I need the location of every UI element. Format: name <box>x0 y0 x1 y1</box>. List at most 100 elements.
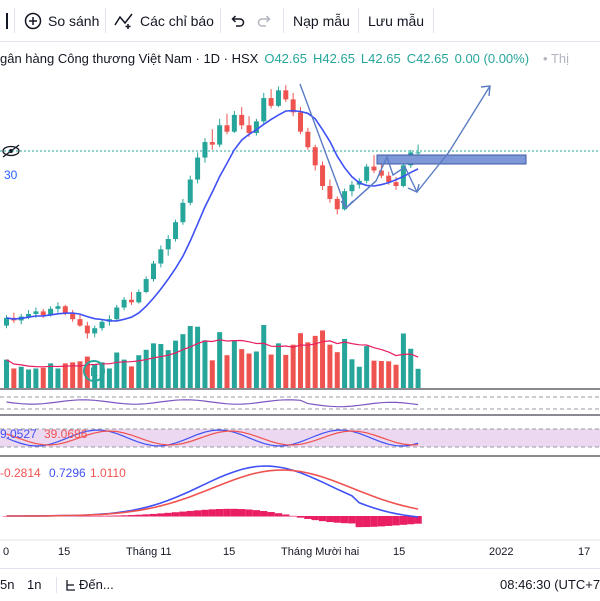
volume-bar <box>246 353 252 388</box>
candle-body <box>165 239 171 250</box>
volume-bar <box>26 369 32 388</box>
macd-hist-bar <box>193 510 202 517</box>
x-tick: 17 <box>578 546 590 558</box>
candle-body <box>4 317 9 326</box>
candle-body <box>415 152 421 154</box>
candle-body <box>312 147 318 166</box>
candle-body <box>239 114 245 126</box>
macd-hist-bar <box>340 516 349 524</box>
x-tick: Tháng Mười hai <box>281 546 359 558</box>
candle-body <box>187 179 193 203</box>
indicators-icon <box>114 13 133 29</box>
goto-date-button[interactable]: Đến... <box>66 577 114 592</box>
volume-bar <box>378 360 384 388</box>
macd-hist-bar <box>98 515 106 517</box>
candle-body <box>364 166 370 181</box>
rsi-value-1: 9.0527 <box>0 427 37 441</box>
toolbar-left-stub[interactable] <box>0 0 8 41</box>
candle-body <box>143 279 149 292</box>
macd-hist-bar <box>245 509 253 517</box>
volume-bar <box>77 361 83 388</box>
candle-body <box>283 90 289 100</box>
candle-body <box>136 292 142 303</box>
indicators-button[interactable]: Các chỉ báo <box>114 0 214 41</box>
macd-hist-bar <box>333 516 341 523</box>
goto-icon <box>66 579 75 591</box>
volume-bar <box>415 368 421 388</box>
macd-hist-bar <box>201 509 209 517</box>
volume-bar <box>268 354 274 388</box>
resistance-zone-rect[interactable] <box>376 154 527 165</box>
volume-bar <box>231 340 237 388</box>
macd-hist-bar <box>171 512 180 517</box>
undo-button[interactable] <box>229 0 245 41</box>
volume-bar <box>209 360 215 388</box>
save-template-button[interactable]: Lưu mẫu <box>368 0 424 41</box>
eye-hidden-icon[interactable] <box>2 144 20 158</box>
macd-hist-bar <box>267 512 275 517</box>
macd-hist-bar <box>91 515 99 517</box>
candle-body <box>275 90 281 106</box>
candle-body <box>55 306 61 309</box>
candle-body <box>180 202 186 223</box>
legend-low: L42.65 <box>360 50 401 66</box>
volume-bar <box>356 366 362 388</box>
range-1n-button[interactable]: 1n <box>27 577 42 592</box>
macd-hist-bar <box>186 510 194 517</box>
candle-body <box>224 125 230 132</box>
legend-change: 0.00 (0.00%) <box>454 50 530 66</box>
volume-bar <box>70 362 76 388</box>
macd-hist-bar <box>282 514 290 517</box>
legend-high: H42.65 <box>313 50 355 66</box>
volume-bar <box>224 355 230 388</box>
volume-bar <box>349 359 355 388</box>
macd-hist-bar <box>355 516 363 528</box>
signal-line <box>6 469 419 517</box>
volume-bar <box>187 326 193 388</box>
macd-hist-bar <box>142 514 150 517</box>
load-template-label: Nạp mẫu <box>293 12 350 29</box>
undo-icon <box>231 14 245 27</box>
candle-body <box>231 114 237 132</box>
top-toolbar: So sánh Các chỉ báo Nạp mẫu Lưu mẫu <box>0 0 600 42</box>
range-5n-button[interactable]: 5n <box>0 577 15 592</box>
volume-bar <box>305 342 311 388</box>
x-tick: 15 <box>393 546 405 558</box>
timezone-clock[interactable]: 08:46:30 (UTC+7 <box>500 577 600 592</box>
macd-hist-bar <box>311 516 319 521</box>
macd-hist-bar <box>223 508 231 517</box>
load-template-button[interactable]: Nạp mẫu <box>293 0 350 41</box>
moving-average-line <box>6 109 419 322</box>
macd-hist-bar <box>414 516 422 524</box>
event-marker[interactable]: E <box>83 360 105 382</box>
rsi-value-2: 39.0686 <box>44 427 88 441</box>
candle-body <box>246 125 252 133</box>
macd-value-3: 1.0110 <box>90 466 126 480</box>
candle-body <box>290 99 296 113</box>
candle-body <box>268 98 274 106</box>
macd-hist-bar <box>407 516 415 525</box>
macd-hist-bar <box>120 515 128 517</box>
toolbar-divider <box>283 8 284 33</box>
compare-button[interactable]: So sánh <box>24 0 99 41</box>
candle-body <box>48 308 54 316</box>
goto-label: Đến... <box>79 577 114 592</box>
toolbar-divider <box>105 8 106 33</box>
macd-hist-bar <box>399 516 408 525</box>
candle-body <box>92 328 98 334</box>
volume-bar <box>48 363 54 388</box>
volume-bar <box>55 368 61 388</box>
macd-hist-bar <box>377 516 385 527</box>
symbol-title[interactable]: gân hàng Công thương Việt Nam · 1D · HSX <box>0 50 259 66</box>
redo-button[interactable] <box>257 0 273 41</box>
macd-hist-bar <box>326 516 334 523</box>
dip-arrowhead <box>407 183 420 193</box>
volume-bar <box>298 333 303 388</box>
symbol-legend: gân hàng Công thương Việt Nam · 1D · HSX… <box>0 49 569 67</box>
volume-bar <box>173 340 179 388</box>
volume-bar <box>33 368 39 388</box>
volume-bar <box>408 348 414 388</box>
chart-canvas[interactable]: 30 E 9.0527 39.0686 -0.2814 0.7296 1.011… <box>0 41 600 569</box>
volume-bar <box>195 326 201 388</box>
macd-hist-bar <box>76 515 84 517</box>
